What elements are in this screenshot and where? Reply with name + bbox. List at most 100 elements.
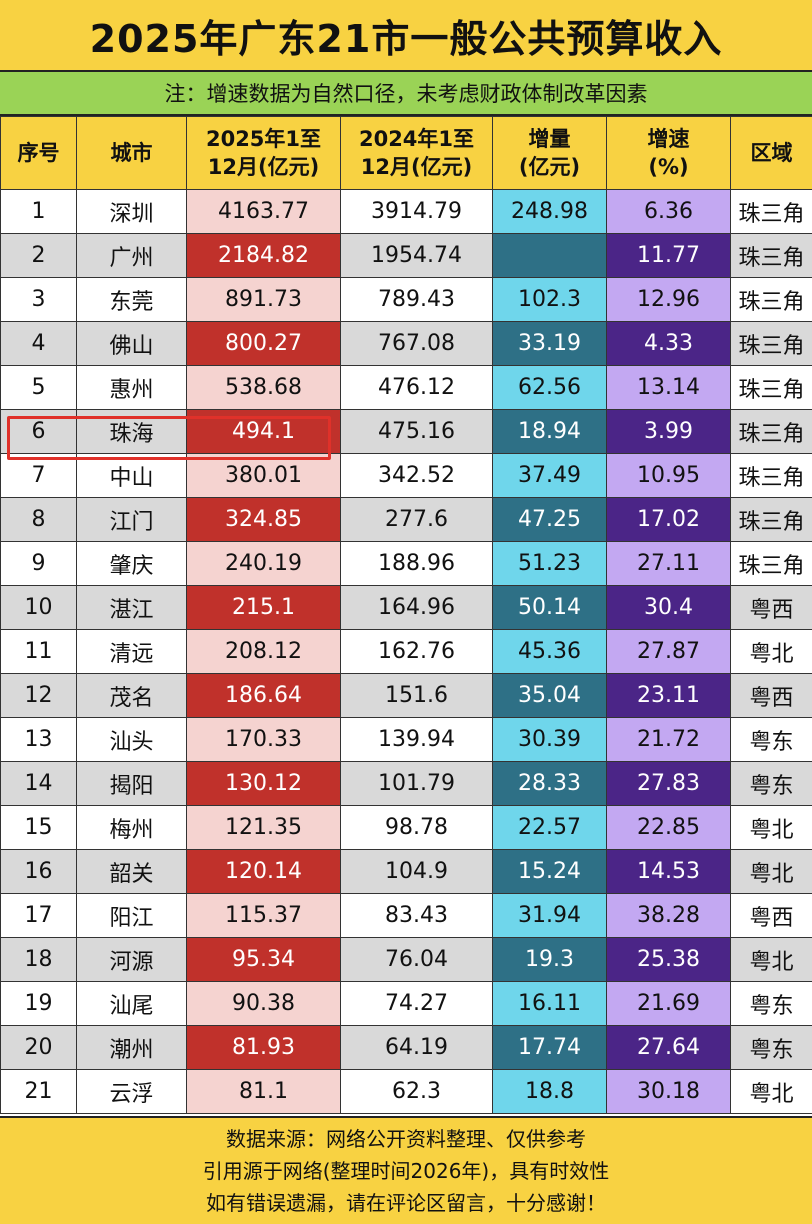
city-cell: 云浮	[76, 1069, 187, 1114]
rank-cell: 12	[0, 673, 77, 718]
city-cell: 汕头	[76, 717, 187, 762]
revenue-2025-cell: 186.64	[186, 673, 341, 718]
city-cell: 湛江	[76, 585, 187, 630]
table-row: 7 中山 380.01 342.52 37.49 10.95 珠三角	[0, 453, 812, 498]
table-row: 15 梅州 121.35 98.78 22.57 22.85 粤北	[0, 805, 812, 850]
city-cell: 阳江	[76, 893, 187, 938]
increment-cell: 17.74	[492, 1025, 607, 1070]
footer: 数据来源：网络公开资料整理、仅供参考 引用源于网络(整理时间2026年)，具有时…	[0, 1116, 812, 1224]
header-2024: 2024年1至 12月(亿元)	[340, 116, 493, 190]
city-cell: 河源	[76, 937, 187, 982]
rank-cell: 10	[0, 585, 77, 630]
revenue-2024-cell: 151.6	[340, 673, 493, 718]
revenue-2024-cell: 277.6	[340, 497, 493, 542]
growth-rate-cell: 27.64	[606, 1025, 731, 1070]
region-cell: 珠三角	[730, 277, 812, 322]
increment-cell: 31.94	[492, 893, 607, 938]
table-row: 9 肇庆 240.19 188.96 51.23 27.11 珠三角	[0, 541, 812, 586]
footer-citation: 引用源于网络(整理时间2026年)，具有时效性	[202, 1159, 610, 1183]
increment-cell: 18.8	[492, 1069, 607, 1114]
revenue-2024-cell: 101.79	[340, 761, 493, 806]
increment-cell: 22.57	[492, 805, 607, 850]
header-2025-line2: 12月(亿元)	[207, 155, 320, 179]
region-cell: 粤东	[730, 981, 812, 1026]
rank-cell: 5	[0, 365, 77, 410]
growth-rate-cell: 4.33	[606, 321, 731, 366]
header-2024-line2: 12月(亿元)	[360, 155, 473, 179]
city-cell: 东莞	[76, 277, 187, 322]
region-cell: 粤东	[730, 1025, 812, 1070]
growth-rate-cell: 12.96	[606, 277, 731, 322]
rank-cell: 17	[0, 893, 77, 938]
table-row: 10 湛江 215.1 164.96 50.14 30.4 粤西	[0, 585, 812, 630]
revenue-2025-cell: 130.12	[186, 761, 341, 806]
increment-cell: 35.04	[492, 673, 607, 718]
region-cell: 粤北	[730, 849, 812, 894]
rank-cell: 9	[0, 541, 77, 586]
table-row: 18 河源 95.34 76.04 19.3 25.38 粤北	[0, 937, 812, 982]
note-banner: 注：增速数据为自然口径，未考虑财政体制改革因素	[0, 72, 812, 116]
city-cell: 梅州	[76, 805, 187, 850]
region-cell: 珠三角	[730, 365, 812, 410]
rank-cell: 21	[0, 1069, 77, 1114]
increment-cell: 16.11	[492, 981, 607, 1026]
table-row: 19 汕尾 90.38 74.27 16.11 21.69 粤东	[0, 981, 812, 1026]
region-cell: 珠三角	[730, 321, 812, 366]
header-2024-line1: 2024年1至	[358, 127, 475, 151]
increment-cell: 37.49	[492, 453, 607, 498]
table-row: 5 惠州 538.68 476.12 62.56 13.14 珠三角	[0, 365, 812, 410]
revenue-2025-cell: 81.93	[186, 1025, 341, 1070]
page-title: 2025年广东21市一般公共预算收入	[0, 0, 812, 72]
growth-rate-cell: 10.95	[606, 453, 731, 498]
city-cell: 茂名	[76, 673, 187, 718]
rank-cell: 16	[0, 849, 77, 894]
revenue-2024-cell: 139.94	[340, 717, 493, 762]
growth-rate-cell: 22.85	[606, 805, 731, 850]
footer-feedback: 如有错误遗漏，请在评论区留言，十分感谢！	[206, 1191, 606, 1215]
revenue-2024-cell: 64.19	[340, 1025, 493, 1070]
footer-source: 数据来源：网络公开资料整理、仅供参考	[226, 1127, 586, 1151]
header-increment-line2: (亿元)	[518, 155, 581, 179]
revenue-2024-cell: 104.9	[340, 849, 493, 894]
header-increment: 增量 (亿元)	[492, 116, 607, 190]
rank-cell: 18	[0, 937, 77, 982]
increment-cell: 28.33	[492, 761, 607, 806]
growth-rate-cell: 30.4	[606, 585, 731, 630]
growth-rate-cell: 27.11	[606, 541, 731, 586]
revenue-table: 序号 城市 2025年1至 12月(亿元) 2024年1至 12月(亿元) 增量 (亿…	[0, 116, 812, 1114]
table-row: 6 珠海 494.1 475.16 18.94 3.99 珠三角	[0, 409, 812, 454]
revenue-2024-cell: 62.3	[340, 1069, 493, 1114]
city-cell: 深圳	[76, 189, 187, 234]
table-row: 14 揭阳 130.12 101.79 28.33 27.83 粤东	[0, 761, 812, 806]
city-cell: 江门	[76, 497, 187, 542]
growth-rate-cell: 25.38	[606, 937, 731, 982]
table-row: 4 佛山 800.27 767.08 33.19 4.33 珠三角	[0, 321, 812, 366]
growth-rate-cell: 27.87	[606, 629, 731, 674]
region-cell: 粤北	[730, 1069, 812, 1114]
revenue-2025-cell: 494.1	[186, 409, 341, 454]
header-2025: 2025年1至 12月(亿元)	[186, 116, 341, 190]
growth-rate-cell: 13.14	[606, 365, 731, 410]
rank-cell: 11	[0, 629, 77, 674]
table-row: 17 阳江 115.37 83.43 31.94 38.28 粤西	[0, 893, 812, 938]
revenue-2024-cell: 188.96	[340, 541, 493, 586]
revenue-2024-cell: 83.43	[340, 893, 493, 938]
region-cell: 珠三角	[730, 189, 812, 234]
city-cell: 中山	[76, 453, 187, 498]
region-cell: 粤西	[730, 673, 812, 718]
increment-cell: 33.19	[492, 321, 607, 366]
increment-cell	[492, 233, 607, 278]
growth-rate-cell: 14.53	[606, 849, 731, 894]
region-cell: 粤东	[730, 761, 812, 806]
revenue-2025-cell: 215.1	[186, 585, 341, 630]
growth-rate-cell: 21.69	[606, 981, 731, 1026]
revenue-2024-cell: 74.27	[340, 981, 493, 1026]
revenue-2024-cell: 98.78	[340, 805, 493, 850]
table-row: 12 茂名 186.64 151.6 35.04 23.11 粤西	[0, 673, 812, 718]
rank-cell: 3	[0, 277, 77, 322]
growth-rate-cell: 3.99	[606, 409, 731, 454]
region-cell: 珠三角	[730, 541, 812, 586]
revenue-2024-cell: 789.43	[340, 277, 493, 322]
header-city: 城市	[76, 116, 187, 190]
